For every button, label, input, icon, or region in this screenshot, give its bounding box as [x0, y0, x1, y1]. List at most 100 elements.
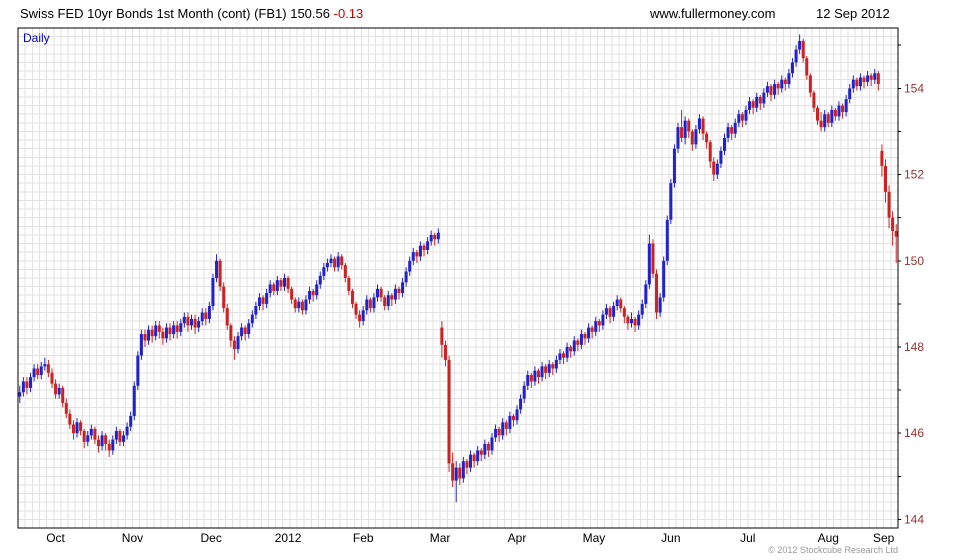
candle-body: [236, 336, 240, 350]
candle-body: [769, 86, 773, 95]
candle-body: [680, 127, 684, 138]
candle-body: [844, 99, 848, 113]
candle-body: [808, 75, 812, 93]
candle-body: [61, 387, 65, 403]
candle-body: [175, 325, 179, 332]
candle-body: [257, 297, 261, 307]
candle-body: [122, 435, 126, 442]
candle-body: [608, 308, 612, 317]
candle-body: [311, 290, 315, 296]
candle-body: [82, 431, 86, 442]
candle-body: [79, 422, 83, 432]
candle-body: [218, 260, 222, 287]
candle-body: [547, 364, 551, 373]
candle-body: [18, 392, 22, 397]
candle-body: [783, 79, 787, 85]
candle-body: [565, 346, 569, 358]
candle-body: [826, 114, 830, 123]
candle-body: [604, 308, 608, 315]
candle-body: [594, 321, 598, 332]
candle-body: [93, 428, 97, 440]
candle-body: [350, 290, 354, 304]
candle-body: [637, 314, 641, 326]
candle-body: [483, 443, 487, 455]
candle-body: [308, 290, 312, 300]
candle-body: [422, 245, 426, 250]
candle-body: [476, 450, 480, 462]
candle-body: [279, 280, 283, 287]
candle-body: [207, 306, 211, 319]
candle-body: [504, 422, 508, 429]
candle-body: [86, 435, 90, 442]
candle-body: [343, 265, 347, 278]
candle-body: [662, 260, 666, 298]
candle-body: [315, 284, 319, 296]
candle-body: [229, 325, 233, 341]
candle-body: [730, 127, 734, 134]
candle-body: [723, 137, 727, 151]
candle-body: [283, 278, 287, 287]
candle-body: [536, 370, 540, 378]
candle-body: [562, 353, 566, 358]
candle-body: [64, 403, 68, 414]
candle-body: [851, 79, 855, 89]
candle-body: [354, 303, 358, 315]
candle-body: [186, 316, 190, 326]
candle-body: [293, 299, 297, 309]
candle-body: [143, 334, 147, 341]
candle-body: [472, 454, 476, 462]
candle-body: [340, 256, 344, 266]
candle-body: [776, 84, 780, 89]
candle-body: [189, 318, 193, 326]
candle-body: [590, 327, 594, 332]
candle-body: [683, 120, 687, 138]
candle-body: [819, 120, 823, 128]
candle-body: [501, 422, 505, 436]
candle-body: [197, 321, 201, 328]
candle-body: [211, 278, 215, 307]
candle-body: [712, 161, 716, 175]
x-axis-month-label: Oct: [46, 531, 65, 545]
candle-body: [172, 325, 176, 335]
candle-body: [794, 49, 798, 63]
candle-body: [583, 334, 587, 339]
candle-body: [701, 118, 705, 134]
candle-body: [726, 127, 730, 138]
candle-body: [254, 306, 258, 315]
candle-body: [418, 245, 422, 257]
candle-body: [290, 288, 294, 300]
y-axis-label: 146: [904, 426, 924, 440]
candle-body: [54, 383, 58, 395]
x-axis-month-label: Sep: [873, 531, 895, 545]
candle-body: [43, 364, 47, 367]
candle-body: [347, 278, 351, 291]
candle-body: [672, 148, 676, 184]
candle-body: [50, 372, 54, 384]
candle-body: [222, 286, 226, 309]
candle-body: [322, 267, 326, 276]
candle-body: [265, 293, 269, 304]
candle-body: [612, 306, 616, 317]
y-axis-label: 150: [904, 254, 924, 268]
candle-body: [268, 284, 272, 294]
candle-body: [848, 88, 852, 100]
x-axis-month-label: Mar: [430, 531, 451, 545]
candle-body: [515, 409, 519, 421]
candle-body: [161, 331, 165, 339]
candle-body: [39, 366, 43, 375]
candle-body: [465, 461, 469, 468]
candle-body: [876, 73, 880, 85]
candle-body: [787, 73, 791, 85]
last-price: 150.56: [290, 6, 330, 21]
candle-body: [719, 150, 723, 164]
candle-body: [232, 340, 236, 350]
candle-body: [100, 435, 104, 447]
candle-body: [179, 323, 183, 332]
candle-body: [873, 73, 877, 80]
candle-body: [669, 183, 673, 220]
candle-body: [225, 308, 229, 326]
candle-body: [762, 92, 766, 104]
candle-body: [579, 334, 583, 345]
candle-body: [740, 114, 744, 121]
candle-body: [615, 299, 619, 307]
